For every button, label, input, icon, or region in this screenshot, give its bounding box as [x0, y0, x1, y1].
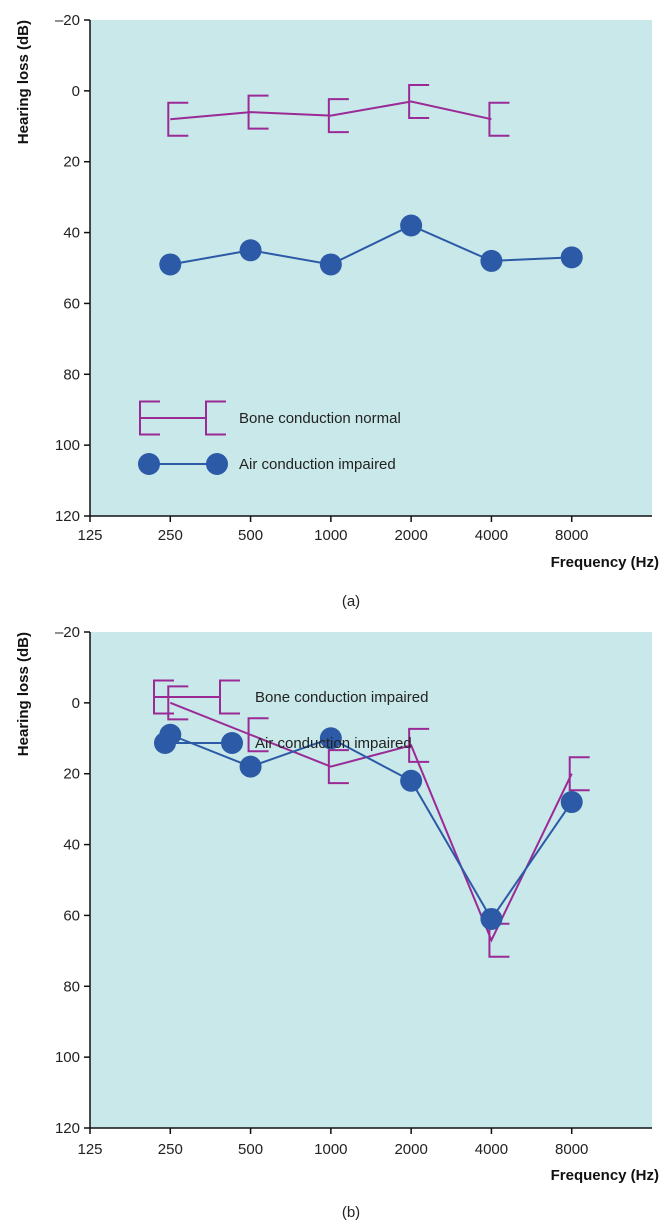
y-tick-label: 60: [63, 295, 80, 312]
legend-circle-marker: [206, 453, 228, 475]
x-tick-label: 125: [77, 527, 102, 544]
data-point: [239, 239, 262, 262]
series-line: [169, 701, 573, 943]
data-point: [400, 769, 423, 792]
y-tick-label: –20: [55, 624, 80, 641]
data-point: [327, 749, 349, 785]
data-point: [400, 214, 423, 237]
chart-panel-a: –20 0 20 40 60 80 100 120 125 250 500 1000 2000 4000 8…: [15, 12, 659, 610]
legend-label-air: Air conduction impaired: [239, 456, 396, 473]
legend-circle-marker: [154, 732, 176, 754]
y-tick-label: 20: [63, 154, 80, 171]
x-tick-label: 2000: [394, 1141, 427, 1158]
series-line: [170, 100, 492, 121]
y-tick-label: 0: [72, 83, 80, 100]
x-tick-label: 250: [158, 1141, 183, 1158]
data-point: [560, 246, 583, 269]
x-tick-label: 8000: [555, 1141, 588, 1158]
y-tick-label: 40: [63, 837, 80, 854]
x-tick-label: 1000: [314, 1141, 347, 1158]
y-tick-label: 80: [63, 978, 80, 995]
series-line: [169, 733, 573, 921]
legend: Bone conduction normal Air conduction imp…: [138, 400, 401, 475]
data-point: [167, 101, 189, 137]
series-bracket: [167, 685, 590, 958]
x-tick-label: 500: [238, 527, 263, 544]
x-axis-title: Frequency (Hz): [551, 554, 659, 571]
x-tick-label: 4000: [475, 527, 508, 544]
legend-label-bone: Bone conduction impaired: [255, 689, 428, 706]
y-tick-label: 100: [55, 437, 80, 454]
data-point: [167, 685, 189, 721]
data-point: [327, 98, 349, 134]
y-tick-label: 20: [63, 766, 80, 783]
legend-circle-marker: [138, 453, 160, 475]
data-point: [480, 907, 503, 930]
series-circle: [159, 214, 583, 276]
y-tick-label: 0: [72, 695, 80, 712]
chart-panel-b: –20 0 20 40 60 80 100 120 125 250 500 1000 2000 4000 8…: [15, 624, 659, 1221]
y-axis-title: Hearing loss (dB): [15, 632, 32, 756]
data-point: [159, 253, 182, 276]
legend-label-bone: Bone conduction normal: [239, 410, 401, 427]
x-tick-label: 500: [238, 1141, 263, 1158]
data-point: [319, 727, 342, 750]
series-line: [170, 224, 572, 266]
series-bracket: [167, 83, 510, 137]
y-tick-label: 100: [55, 1049, 80, 1066]
series-circle: [159, 723, 583, 930]
data-point: [408, 83, 430, 119]
y-tick-label: 80: [63, 366, 80, 383]
panel-caption: (b): [342, 1204, 360, 1221]
y-tick-label: 120: [55, 508, 80, 525]
y-tick-label: –20: [55, 12, 80, 29]
data-point: [408, 727, 430, 763]
x-tick-label: 250: [158, 527, 183, 544]
data-point: [239, 755, 262, 778]
data-point: [247, 717, 269, 753]
data-point: [488, 101, 510, 137]
x-axis-title: Frequency (Hz): [551, 1167, 659, 1184]
legend-label-air: Air conduction impaired: [255, 735, 412, 752]
data-point: [568, 756, 590, 792]
data-point: [480, 249, 503, 272]
data-point: [247, 94, 269, 130]
y-tick-label: 40: [63, 225, 80, 242]
x-tick-label: 8000: [555, 527, 588, 544]
legend: Bone conduction impaired Air conduction i…: [153, 679, 428, 754]
plot-area: [90, 632, 652, 1128]
y-tick-label: 60: [63, 907, 80, 924]
x-tick-label: 1000: [314, 527, 347, 544]
y-axis-title: Hearing loss (dB): [15, 20, 32, 144]
x-tick-label: 4000: [475, 1141, 508, 1158]
data-point: [560, 791, 583, 814]
y-tick-label: 120: [55, 1120, 80, 1137]
x-tick-label: 2000: [394, 527, 427, 544]
legend-circle-marker: [221, 732, 243, 754]
data-point: [319, 253, 342, 276]
x-tick-label: 125: [77, 1141, 102, 1158]
panel-caption: (a): [342, 593, 360, 610]
